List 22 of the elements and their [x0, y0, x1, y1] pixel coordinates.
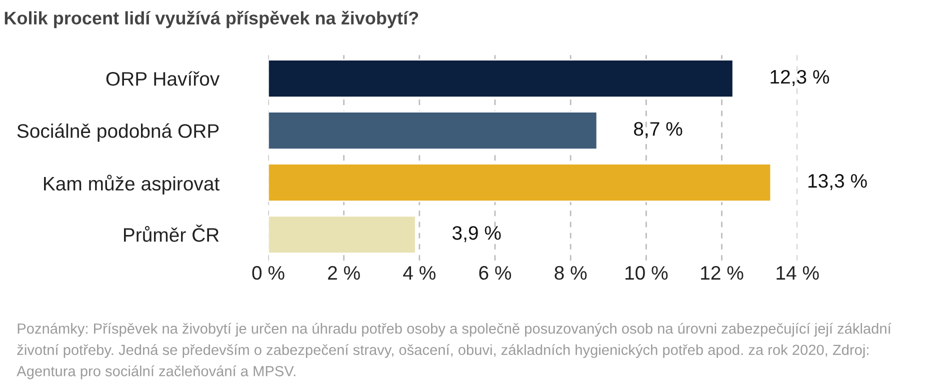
y-tick-label: Sociálně podobná ORP: [17, 123, 219, 142]
bar: [268, 163, 772, 202]
x-tick-label: 6 %: [479, 266, 512, 280]
bar: [268, 59, 734, 98]
bar: [268, 111, 598, 150]
x-tick-label: 2 %: [328, 266, 360, 280]
text: Poznámky: Příspěvek na živobytí je určen na úhradu potřeb osoby a společně posuzovaných osob na úrovni zabezpečující její základní životní potřeby. Jedná se především o zabezpečení stravy, ošacení, obuvi, základních hygienických potřeb apod. za rok 2020, Zdroj: Agentura pro sociální začleňování a MPSV.: [16, 322, 892, 380]
x-tick-label: 10 %: [626, 266, 668, 280]
y-tick-label: Kam může aspirovat: [44, 174, 220, 194]
data-label: 13,3 %: [808, 174, 867, 190]
x-tick-label: 0 %: [252, 266, 284, 280]
data-label: 12,3 %: [770, 70, 830, 86]
bar: [268, 215, 416, 254]
x-tick-label: 14 %: [776, 266, 819, 280]
y-tick-label: Průměr ČR: [124, 224, 219, 242]
data-label: 8,7 %: [634, 122, 682, 138]
y-tick-label: ORP Havířov: [106, 71, 220, 86]
x-tick-label: 4 %: [403, 266, 436, 280]
chart-title: Kolik procent lidí využívá příspěvek na živobytí?: [4, 10, 418, 28]
x-tick-label: 12 %: [701, 266, 744, 280]
data-label: 3,9 %: [452, 226, 501, 242]
x-tick-label: 8 %: [554, 266, 587, 280]
